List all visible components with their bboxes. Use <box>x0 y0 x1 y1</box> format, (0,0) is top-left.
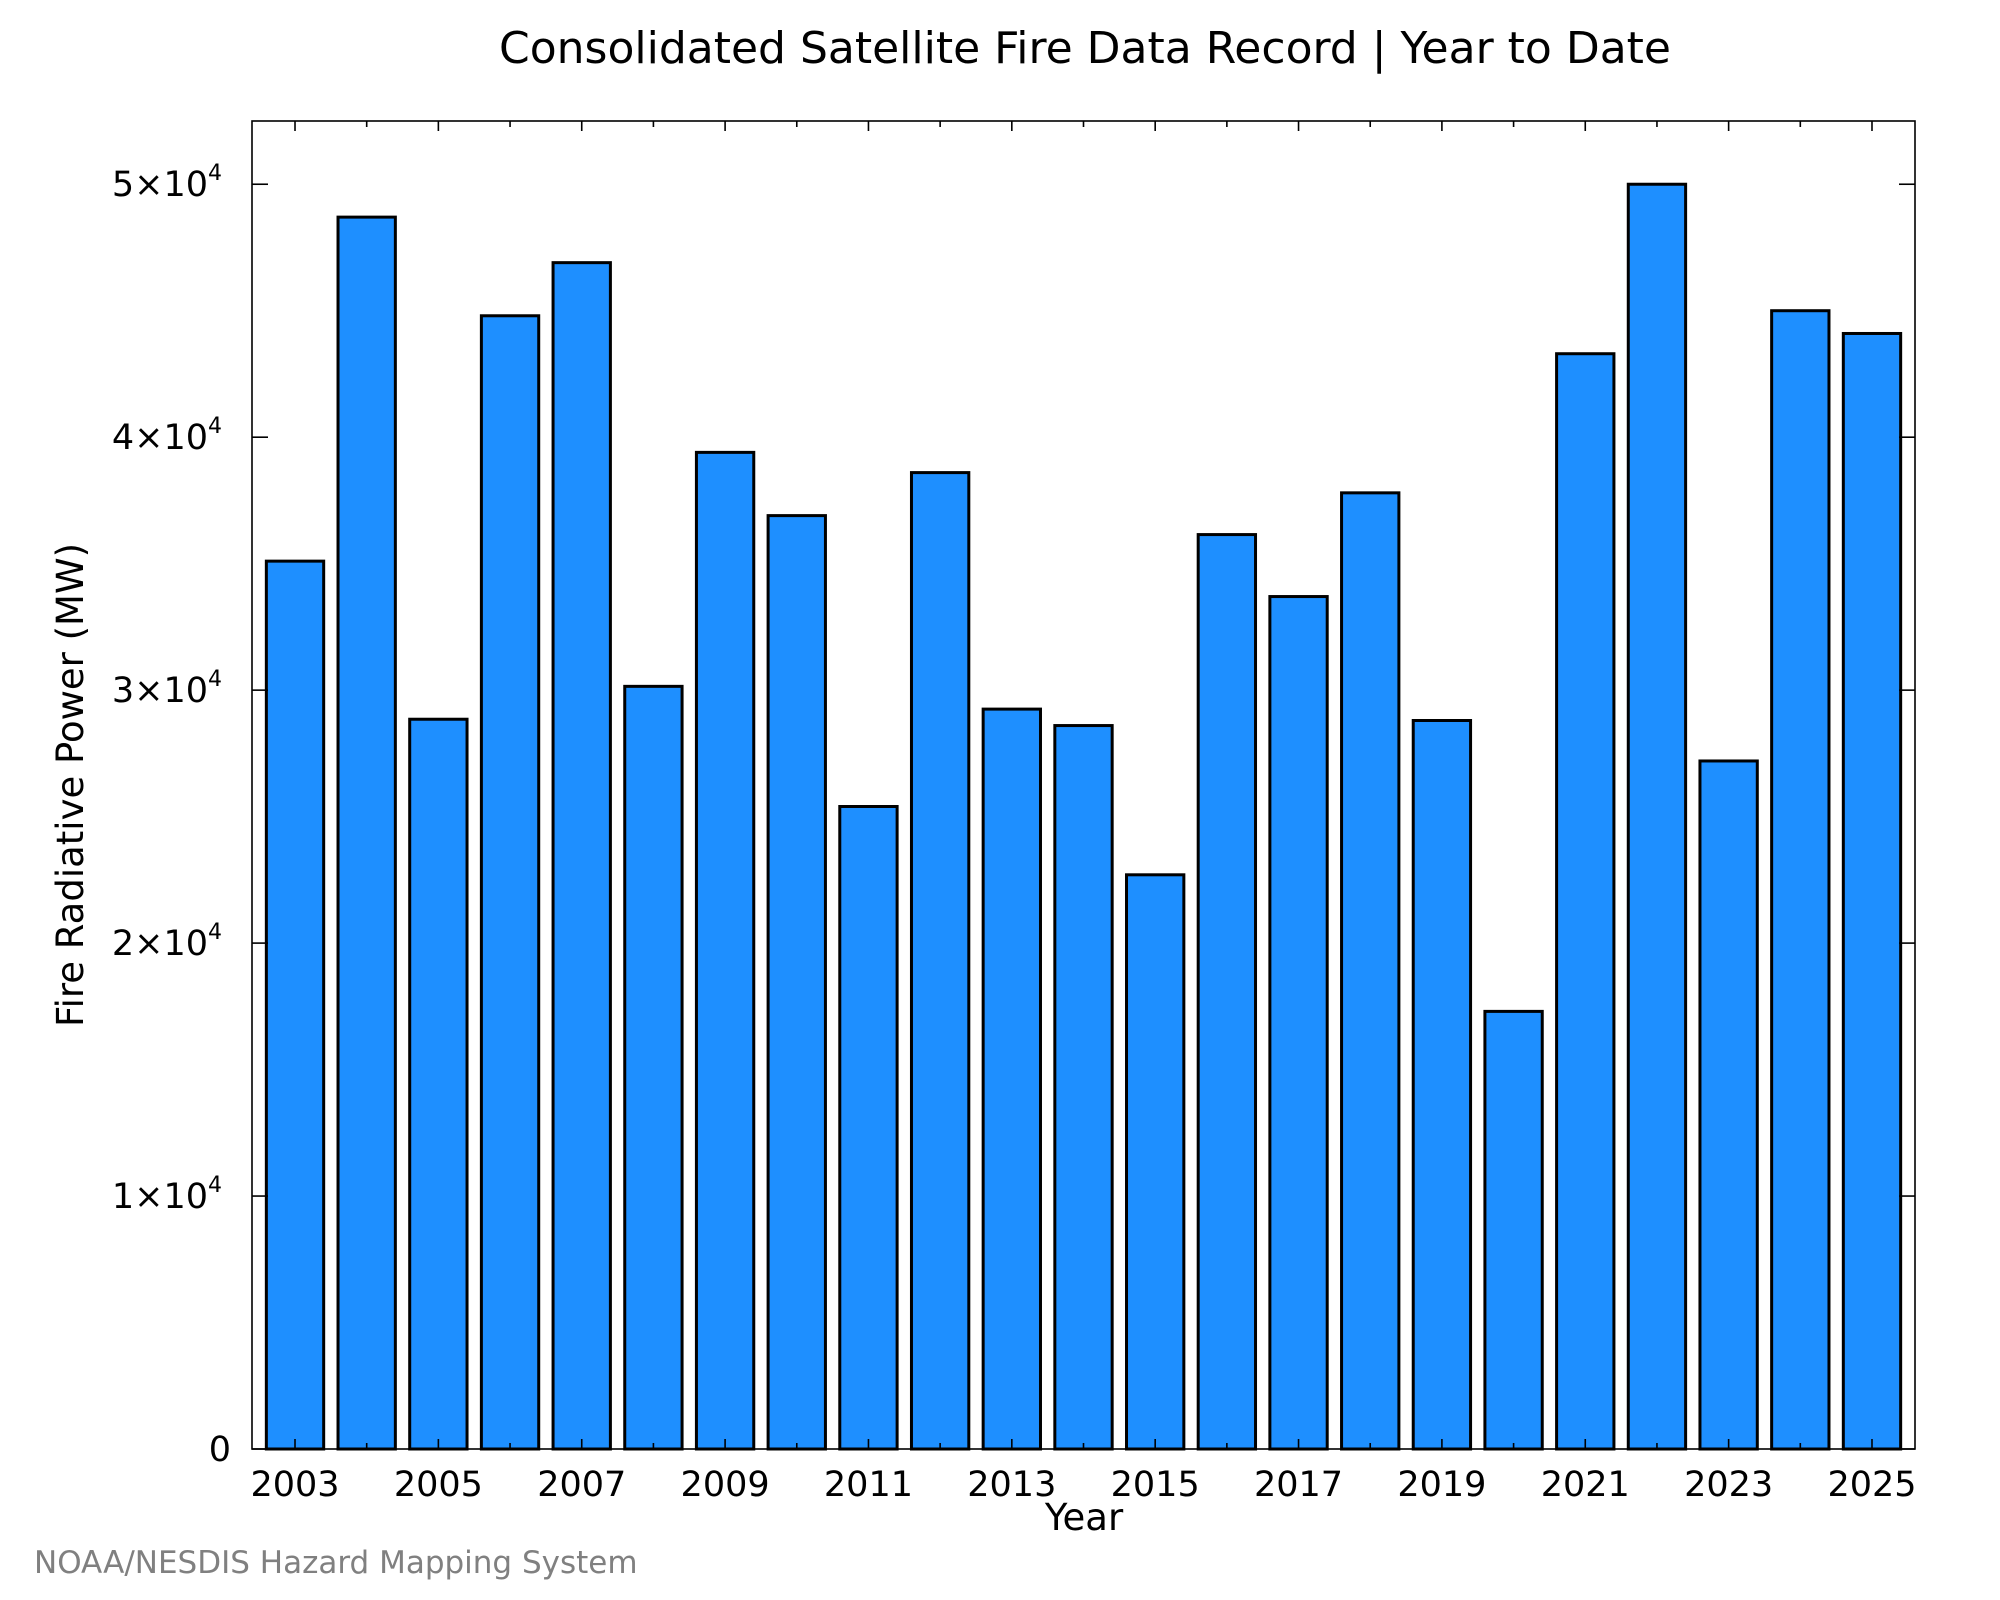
x-tick-label-2021: 2021 <box>1541 1465 1630 1505</box>
bar-2005 <box>408 717 469 1451</box>
bar-2025 <box>1841 331 1903 1451</box>
bar-2006 <box>479 314 541 1451</box>
bar-2020 <box>1483 1009 1544 1451</box>
y-tick-label-30000: 3×104 <box>112 667 222 711</box>
bar-2003 <box>264 559 326 1451</box>
bar-2004 <box>336 215 397 1451</box>
bar-2012 <box>909 471 971 1451</box>
bar-2011 <box>838 805 899 1451</box>
y-tick-labels: 0 1×104 2×104 3×104 4×104 5×104 <box>112 161 231 1470</box>
x-tick-label-2015: 2015 <box>1111 1465 1200 1505</box>
bar-2024 <box>1770 309 1831 1451</box>
y-tick-label-50000: 5×104 <box>112 161 222 205</box>
bar-2016 <box>1196 533 1258 1451</box>
ticks <box>252 121 1915 1450</box>
bar-2014 <box>1053 724 1114 1451</box>
x-tick-label-2003: 2003 <box>250 1465 339 1505</box>
x-tick-label-2009: 2009 <box>681 1465 770 1505</box>
chart-title: Consolidated Satellite Fire Data Record … <box>499 23 1671 74</box>
x-tick-label-2005: 2005 <box>394 1465 483 1505</box>
bar-2023 <box>1698 759 1759 1451</box>
bar-2019 <box>1411 719 1473 1451</box>
bar-2009 <box>694 450 756 1451</box>
y-tick-label-20000: 2×104 <box>112 920 222 964</box>
bar-2017 <box>1268 595 1329 1451</box>
bar-2008 <box>623 684 684 1451</box>
x-tick-labels: 2003 2005 2007 2009 2011 2013 2015 2017 2019 2021… <box>250 1465 1916 1505</box>
bars <box>264 182 1903 1451</box>
x-tick-label-2013: 2013 <box>967 1465 1056 1505</box>
y-tick-label-40000: 4×104 <box>112 414 222 458</box>
bar-2010 <box>766 514 827 1451</box>
x-tick-label-2019: 2019 <box>1397 1465 1486 1505</box>
y-tick-exponent: 4 <box>208 1173 222 1198</box>
y-tick-label-10000: 1×104 <box>112 1173 222 1217</box>
y-tick-exponent: 4 <box>208 414 222 439</box>
y-tick-exponent: 4 <box>208 161 222 186</box>
x-tick-label-2017: 2017 <box>1254 1465 1343 1505</box>
x-axis-label: Year <box>1044 1496 1124 1539</box>
y-axis-label: Fire Radiative Power (MW) <box>49 543 92 1027</box>
x-tick-label-2023: 2023 <box>1684 1465 1773 1505</box>
bar-2015 <box>1125 873 1186 1451</box>
y-tick-label-0: 0 <box>209 1430 231 1470</box>
bar-2007 <box>551 261 612 1451</box>
bar-2013 <box>981 707 1042 1451</box>
bar-2021 <box>1555 352 1616 1451</box>
y-tick-exponent: 4 <box>208 667 222 692</box>
bar-2022 <box>1626 182 1688 1451</box>
y-tick-exponent: 4 <box>208 920 222 945</box>
x-tick-label-2011: 2011 <box>824 1465 913 1505</box>
x-tick-label-2025: 2025 <box>1827 1465 1916 1505</box>
x-tick-label-2007: 2007 <box>537 1465 626 1505</box>
source-credit: NOAA/NESDIS Hazard Mapping System <box>34 1545 638 1581</box>
bar-2018 <box>1340 491 1401 1451</box>
